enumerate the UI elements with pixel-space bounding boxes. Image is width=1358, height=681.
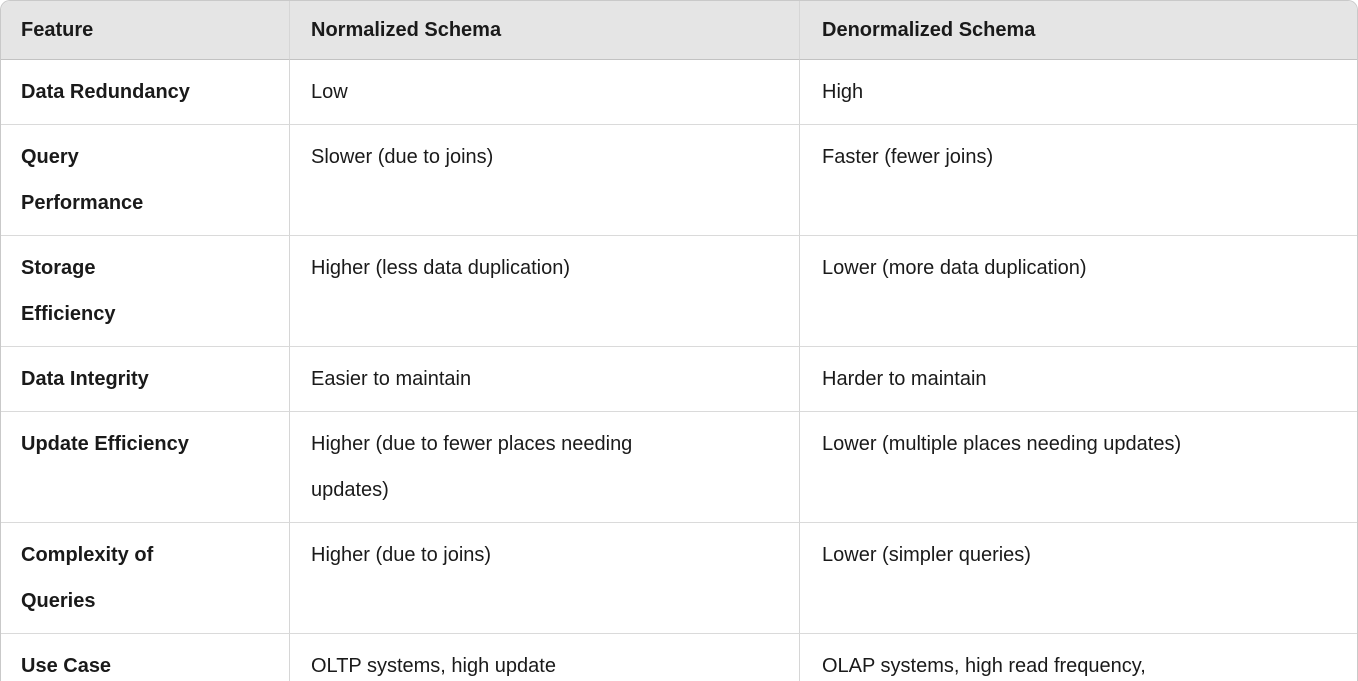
cell-feature: Data Redundancy [21,81,190,103]
table-row: Complexity of Queries Higher (due to join… [1,522,1357,633]
cell-denormalized: Lower (simpler queries) [799,522,1357,633]
table-row: Storage Efficiency Higher (less data dupl… [1,235,1357,346]
cell-feature: Complexity of Queries [1,522,289,633]
table-row: Query Performance Slower (due to joins) Fa… [1,124,1357,235]
cell-feature: Update Efficiency [1,411,289,522]
cell-normalized: OLTP systems, high update frequency, dat… [289,633,799,681]
cell-denormalized: Faster (fewer joins) [799,124,1357,235]
table-body: Data Redundancy Low High Query Performance S… [1,60,1357,681]
cell-normalized: Easier to maintain [289,346,799,411]
cell-denormalized: High [799,60,1357,124]
cell-denormalized: Lower (multiple places needing updates) [799,411,1357,522]
column-header-feature: Feature [1,1,289,60]
cell-feature: Data Integrity [1,346,289,411]
cell-normalized: Higher (less data duplication) [289,235,799,346]
cell-normalized: Low [289,60,799,124]
cell-denormalized: Harder to maintain [799,346,1357,411]
cell-feature: Query Performance [1,124,289,235]
cell-denormalized: Lower (more data duplication) [799,235,1357,346]
table-row: Data Redundancy Low High [1,60,1357,124]
column-header-denormalized-schema: Denormalized Schema [799,1,1357,60]
column-header-normalized-schema: Normalized Schema [289,1,799,60]
cell-feature: Storage Efficiency [1,235,289,346]
cell-feature: Use Case [1,633,289,681]
cell-normalized: Slower (due to joins) [289,124,799,235]
cell-normalized: Higher (due to fewer places needing upda… [289,411,799,522]
cell-denormalized: OLAP systems, high read frequency, repor… [799,633,1357,681]
cell-normalized: Higher (due to joins) [289,522,799,633]
table-row: Data Integrity Easier to maintain Harder t… [1,346,1357,411]
header-row: Feature Normalized Schema Denormalized S… [1,1,1357,60]
table-row: Update Efficiency Higher (due to fewer pl… [1,411,1357,522]
